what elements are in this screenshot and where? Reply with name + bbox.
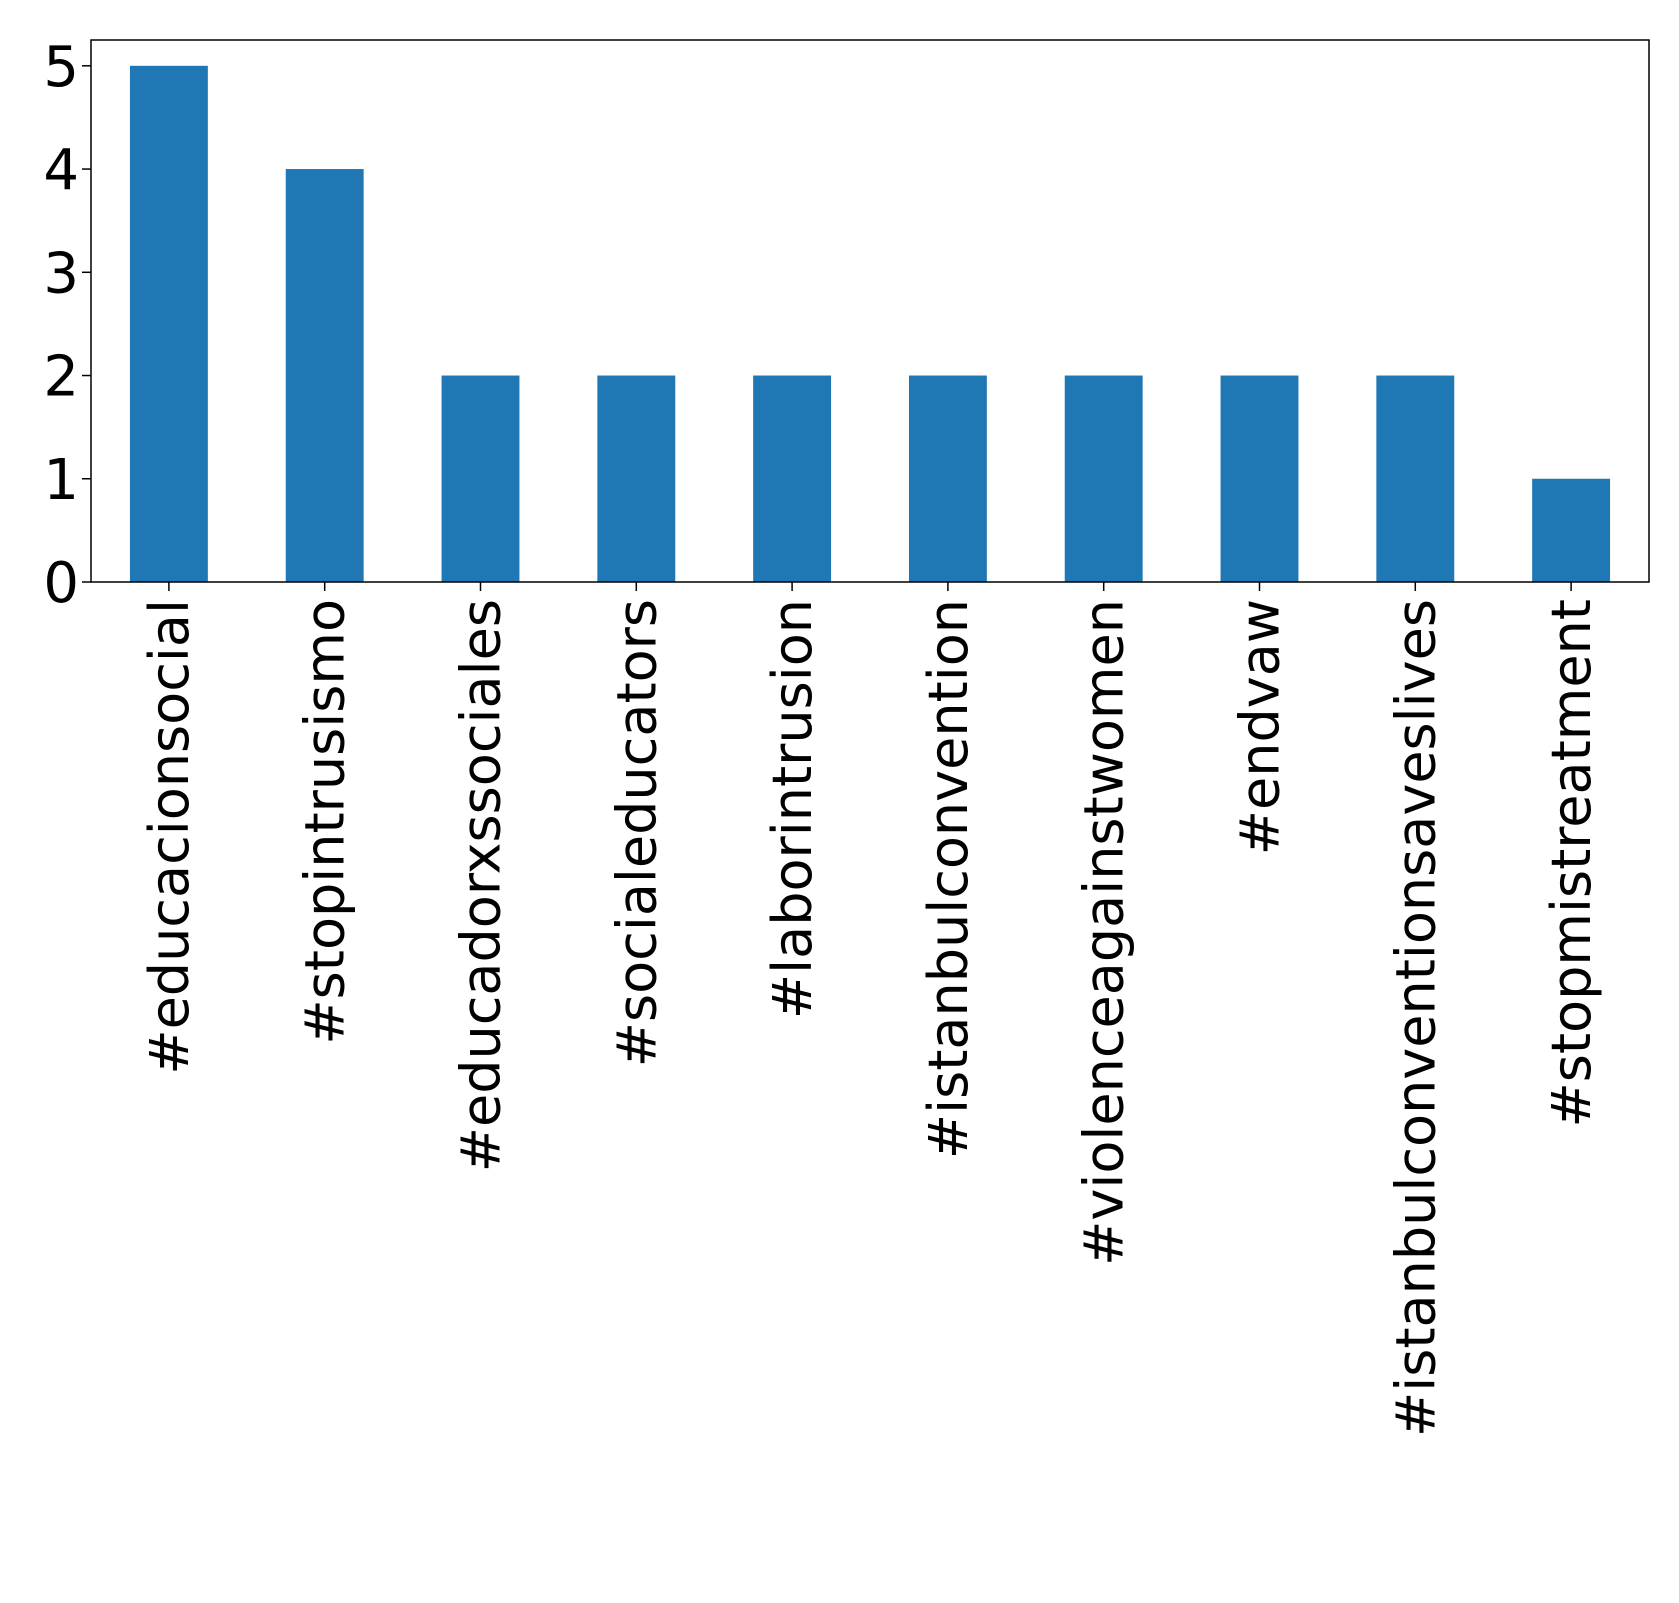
- bar-1: [285, 169, 364, 583]
- plot-frame: [90, 39, 1650, 583]
- y-axis: 0 1 2 3 4 5: [43, 35, 91, 616]
- y-tick-label-3: 3: [43, 241, 79, 306]
- x-tick-label-8: #istanbulconventionsaveslives: [1384, 599, 1447, 1437]
- x-tick-label-6: #violenceagainstwomen: [1073, 599, 1136, 1266]
- bar-7: [1220, 375, 1299, 582]
- x-axis: #educacionsocial #stopintrusismo #educador…: [138, 582, 1603, 1437]
- y-tick-label-0: 0: [43, 551, 79, 616]
- bars-group: [129, 65, 1611, 583]
- bar-4: [753, 375, 832, 582]
- bar-8: [1376, 375, 1455, 582]
- y-tick-label-4: 4: [43, 138, 79, 203]
- x-tick-label-2: #educadorxssociales: [450, 599, 513, 1172]
- x-tick-label-3: #socialeducators: [605, 599, 668, 1067]
- x-tick-label-4: #laborintrusion: [761, 599, 824, 1019]
- y-tick-label-2: 2: [43, 345, 79, 410]
- y-tick-label-5: 5: [43, 35, 79, 100]
- bar-5: [908, 375, 987, 582]
- bar-9: [1532, 478, 1611, 582]
- bar-3: [597, 375, 676, 582]
- x-tick-label-0: #educacionsocial: [138, 599, 201, 1075]
- bar-2: [441, 375, 520, 582]
- x-tick-label-9: #stopmistreatment: [1540, 599, 1603, 1128]
- x-tick-label-7: #endvaw: [1229, 599, 1292, 855]
- x-tick-label-1: #stopintrusismo: [294, 599, 357, 1045]
- x-tick-label-5: #istanbulconvention: [917, 599, 980, 1159]
- bar-6: [1064, 375, 1143, 582]
- y-tick-label-1: 1: [43, 448, 79, 513]
- bar-0: [129, 65, 208, 583]
